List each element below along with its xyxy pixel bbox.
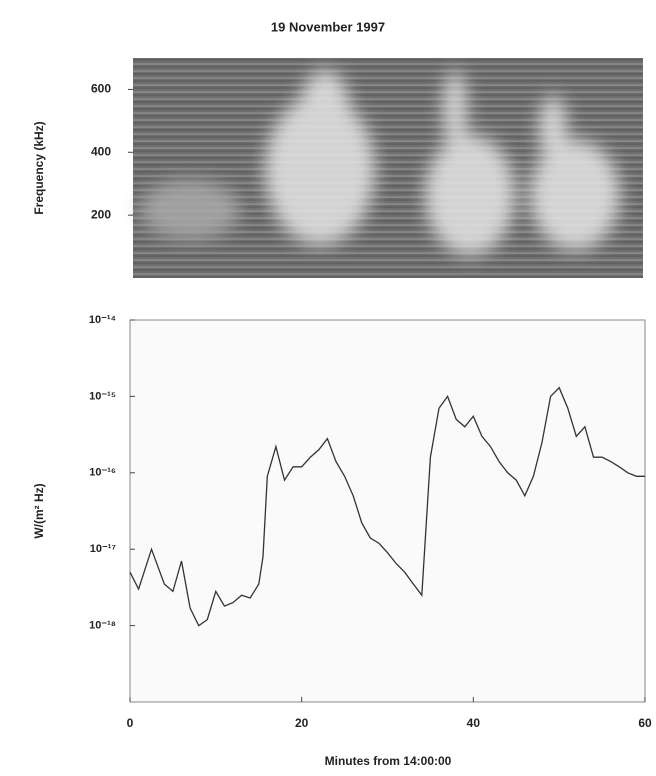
x-tick-label: 20 (295, 716, 309, 730)
y-tick-label: 10⁻¹⁸ (89, 620, 116, 632)
chart-title: 19 November 1997 (271, 19, 385, 34)
y-tick-label: 600 (91, 82, 111, 96)
y-tick-label: 10⁻¹⁶ (89, 467, 116, 479)
x-tick-label: 60 (638, 716, 652, 730)
y-axis-label: Frequency (kHz) (32, 121, 46, 214)
data-line (129, 386, 645, 627)
y-axis-label: W/(m² Hz) (32, 483, 46, 538)
y-tick-label: 10⁻¹⁵ (89, 390, 116, 402)
y-tick-label: 200 (91, 207, 111, 221)
x-tick-label: 40 (467, 716, 481, 730)
x-tick-label: 0 (127, 716, 134, 730)
y-tick-label: 400 (91, 144, 111, 158)
plot-frame (129, 319, 646, 703)
y-tick-label: 10⁻¹⁷ (90, 543, 117, 555)
spectrogram-image (133, 58, 643, 278)
x-axis-label: Minutes from 14:00:00 (325, 754, 452, 768)
y-tick-label: 10⁻¹⁴ (89, 314, 116, 326)
